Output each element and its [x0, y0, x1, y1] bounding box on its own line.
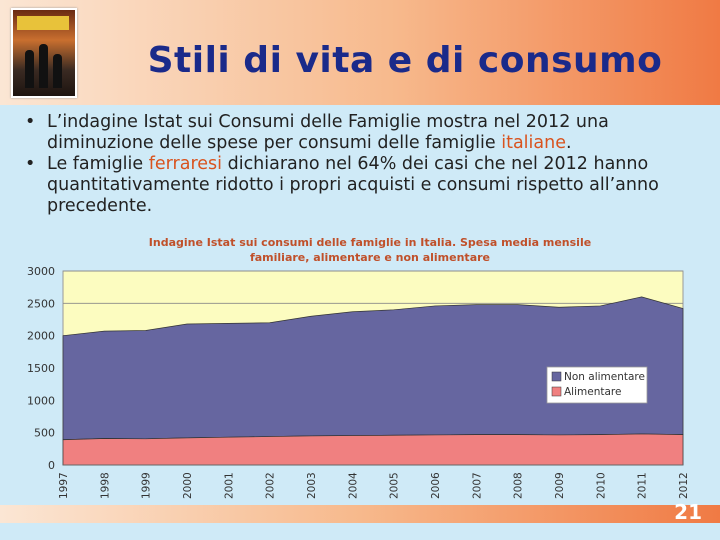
x-tick-label: 1999	[141, 472, 153, 499]
x-tick-label: 2000	[182, 472, 194, 499]
chart-title-line: Indagine Istat sui consumi delle famigli…	[148, 236, 592, 249]
legend-label-alimentare: Alimentare	[564, 386, 621, 398]
x-tick-label: 2006	[430, 472, 442, 499]
x-tick-label: 2003	[306, 472, 318, 499]
y-tick-label: 1500	[27, 362, 55, 375]
bullet-list: L’indagine Istat sui Consumi delle Famig…	[22, 112, 702, 217]
legend-label-non-alimentare: Non alimentare	[564, 371, 645, 383]
x-tick-label: 1997	[58, 472, 70, 499]
x-tick-label: 2010	[595, 472, 607, 499]
slide-title: Stili di vita e di consumo	[147, 40, 663, 81]
chart-title-line: familiare, alimentare e non alimentare	[249, 251, 491, 264]
y-tick-label: 3000	[27, 265, 55, 278]
legend-swatch-non-alimentare	[551, 371, 562, 382]
legend-box	[546, 366, 648, 404]
shop-photo	[11, 8, 77, 98]
x-tick-label: 2012	[678, 472, 690, 499]
y-tick-label: 2000	[27, 330, 55, 343]
x-tick-label: 2005	[389, 472, 401, 499]
person-figure	[25, 50, 34, 88]
chart-title: Indagine Istat sui consumi delle famigli…	[110, 235, 630, 265]
x-tick-label: 2002	[265, 472, 277, 499]
bullet-item: L’indagine Istat sui Consumi delle Famig…	[22, 112, 702, 154]
bullet-item: Le famiglie ferraresi dichiarano nel 64%…	[22, 154, 702, 217]
x-tick-label: 2001	[223, 472, 235, 499]
stacked-area-chart: 0 500 1000 1500 2000 2500 3000 1997 1998 1999 2000…	[27, 265, 690, 499]
area-alimentare	[62, 433, 684, 466]
y-tick-label: 0	[48, 459, 55, 472]
person-figure	[53, 54, 62, 88]
x-tick-label: 2011	[637, 472, 649, 499]
page-number: 21	[674, 500, 702, 524]
y-tick-label: 1000	[27, 394, 55, 407]
person-figure	[39, 44, 48, 88]
bullet-text: Le famiglie	[47, 154, 149, 174]
y-tick-label: 2500	[27, 297, 55, 310]
legend-swatch-alimentare	[551, 386, 562, 397]
x-tick-label: 2004	[347, 472, 359, 499]
bullet-highlight: ferraresi	[148, 154, 223, 174]
x-tick-label: 1998	[99, 472, 111, 499]
x-tick-label: 2008	[513, 472, 525, 499]
shop-sign	[17, 16, 69, 30]
x-tick-label: 2007	[471, 472, 483, 499]
header-band	[0, 0, 720, 105]
footer-band	[0, 505, 720, 523]
bullet-text: .	[566, 133, 572, 153]
bullet-text: dichiarano nel 64% dei casi che nel 2012…	[47, 154, 659, 216]
y-tick-label: 500	[34, 427, 55, 440]
bullet-highlight: italiane	[501, 133, 566, 153]
bullet-text: L’indagine Istat sui Consumi delle Famig…	[47, 112, 609, 153]
x-tick-label: 2009	[554, 472, 566, 499]
